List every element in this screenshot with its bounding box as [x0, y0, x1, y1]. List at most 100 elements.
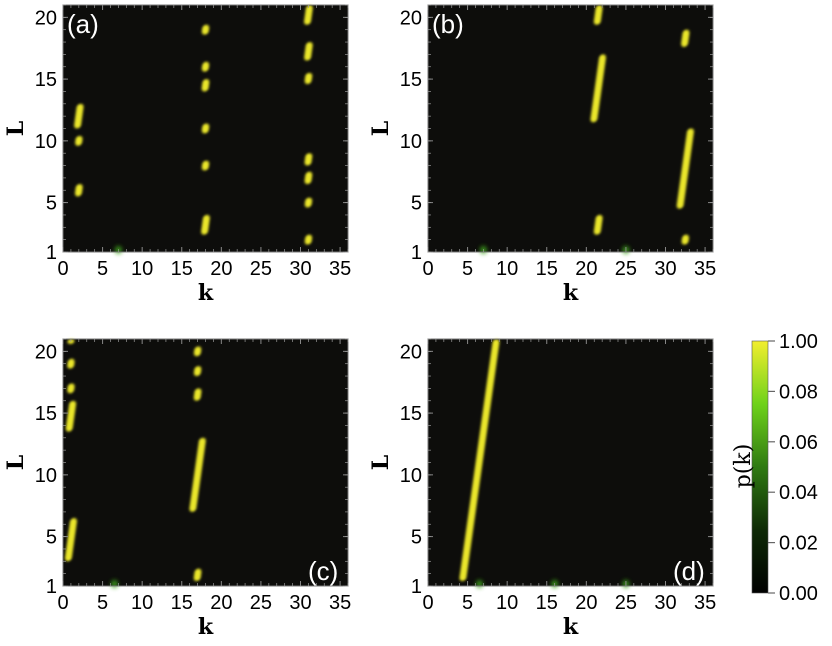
heatmap-background — [428, 339, 713, 586]
heatmap-band — [681, 29, 690, 47]
x-tick-label: 0 — [57, 592, 68, 614]
x-tick-label: 35 — [694, 592, 716, 614]
heatmap-band — [593, 214, 603, 235]
x-tick-label: 15 — [171, 592, 193, 614]
heatmap-band — [201, 79, 210, 92]
x-axis-label: k — [563, 614, 579, 640]
y-tick-label: 15 — [35, 69, 57, 91]
y-tick-label: 10 — [400, 465, 422, 487]
heatmap-band — [304, 42, 313, 61]
x-axis-label: k — [198, 280, 214, 306]
heatmap-band — [75, 135, 83, 146]
y-axis-label: L — [3, 455, 29, 470]
y-axis-label: L — [368, 121, 394, 136]
x-tick-label: 20 — [210, 258, 232, 280]
heatmap-band — [65, 400, 77, 432]
colorbar-tick-label: 0.06 — [779, 432, 818, 454]
x-tick-label: 30 — [654, 258, 676, 280]
x-tick-label: 25 — [615, 592, 637, 614]
heatmap-band — [67, 358, 75, 369]
x-tick-label: 5 — [97, 258, 108, 280]
y-tick-label: 1 — [411, 576, 422, 598]
x-tick-label: 30 — [654, 592, 676, 614]
heatmap-band — [681, 234, 690, 245]
x-tick-label: 20 — [210, 592, 232, 614]
y-tick-label: 10 — [400, 131, 422, 153]
y-tick-label: 5 — [46, 193, 57, 215]
y-tick-label: 1 — [46, 576, 57, 598]
x-tick-label: 30 — [289, 258, 311, 280]
y-tick-label: 20 — [35, 7, 57, 29]
x-tick-label: 0 — [57, 258, 68, 280]
colorbar-tick-label: 0.02 — [779, 533, 818, 555]
y-tick-label: 20 — [35, 341, 57, 363]
y-tick-label: 15 — [400, 403, 422, 425]
heatmap-band — [189, 437, 206, 512]
heatmap-band — [193, 366, 202, 377]
y-tick-label: 5 — [411, 527, 422, 549]
x-tick-label: 15 — [536, 592, 558, 614]
y-tick-label: 20 — [400, 341, 422, 363]
y-axis-label: L — [368, 455, 394, 470]
panel-label: (d) — [673, 556, 705, 586]
heatmap-band — [74, 184, 83, 197]
colorbar-gradient — [751, 340, 769, 594]
heatmap-band — [304, 171, 313, 185]
heatmap-band — [201, 123, 210, 134]
heatmap-band — [304, 197, 313, 208]
y-tick-label: 10 — [35, 465, 57, 487]
heatmap-band — [304, 153, 313, 166]
x-tick-label: 10 — [496, 258, 518, 280]
heatmap-band — [459, 339, 500, 582]
heatmap-band — [193, 346, 202, 357]
heatmap-band — [303, 5, 313, 25]
heatmap-band — [201, 61, 210, 72]
heatmap-band — [64, 518, 77, 562]
heatmap-band — [304, 72, 313, 85]
heatmap-band — [74, 103, 84, 129]
colorbar-tick-label: 0.00 — [779, 583, 818, 605]
x-tick-label: 30 — [289, 592, 311, 614]
x-tick-label: 20 — [575, 592, 597, 614]
y-tick-label: 1 — [411, 242, 422, 264]
colorbar-tick-label: 0.08 — [779, 381, 818, 403]
x-tick-label: 5 — [97, 592, 108, 614]
y-tick-label: 10 — [35, 131, 57, 153]
x-tick-label: 0 — [422, 258, 433, 280]
heatmap-band — [201, 24, 210, 35]
colorbar-title: p(k) — [731, 444, 756, 489]
y-tick-label: 1 — [46, 242, 57, 264]
heatmap-band — [201, 214, 210, 235]
x-axis-label: k — [563, 280, 579, 306]
heatmap-background — [63, 339, 348, 586]
x-tick-label: 10 — [131, 592, 153, 614]
heatmap-band — [193, 568, 202, 582]
heatmap-band — [304, 234, 313, 245]
x-axis-label: k — [198, 614, 214, 640]
x-tick-label: 15 — [171, 258, 193, 280]
y-axis-label: L — [3, 121, 29, 136]
y-tick-label: 15 — [35, 403, 57, 425]
heatmap-band — [193, 388, 202, 401]
heatmap-band — [590, 54, 607, 123]
x-tick-label: 35 — [694, 258, 716, 280]
panel-label: (b) — [432, 9, 464, 39]
heatmap-spot — [475, 580, 483, 588]
heatmap-band — [67, 383, 75, 394]
heatmap-band — [593, 5, 603, 25]
heatmap-spot — [110, 580, 118, 588]
x-tick-label: 10 — [496, 592, 518, 614]
x-tick-label: 5 — [462, 592, 473, 614]
colorbar-tick-label: 1.00 — [779, 331, 818, 353]
x-tick-label: 35 — [329, 258, 351, 280]
heatmap-band — [201, 160, 210, 171]
x-tick-label: 10 — [131, 258, 153, 280]
heatmap-background — [428, 5, 713, 252]
x-tick-label: 20 — [575, 258, 597, 280]
x-tick-label: 25 — [250, 592, 272, 614]
